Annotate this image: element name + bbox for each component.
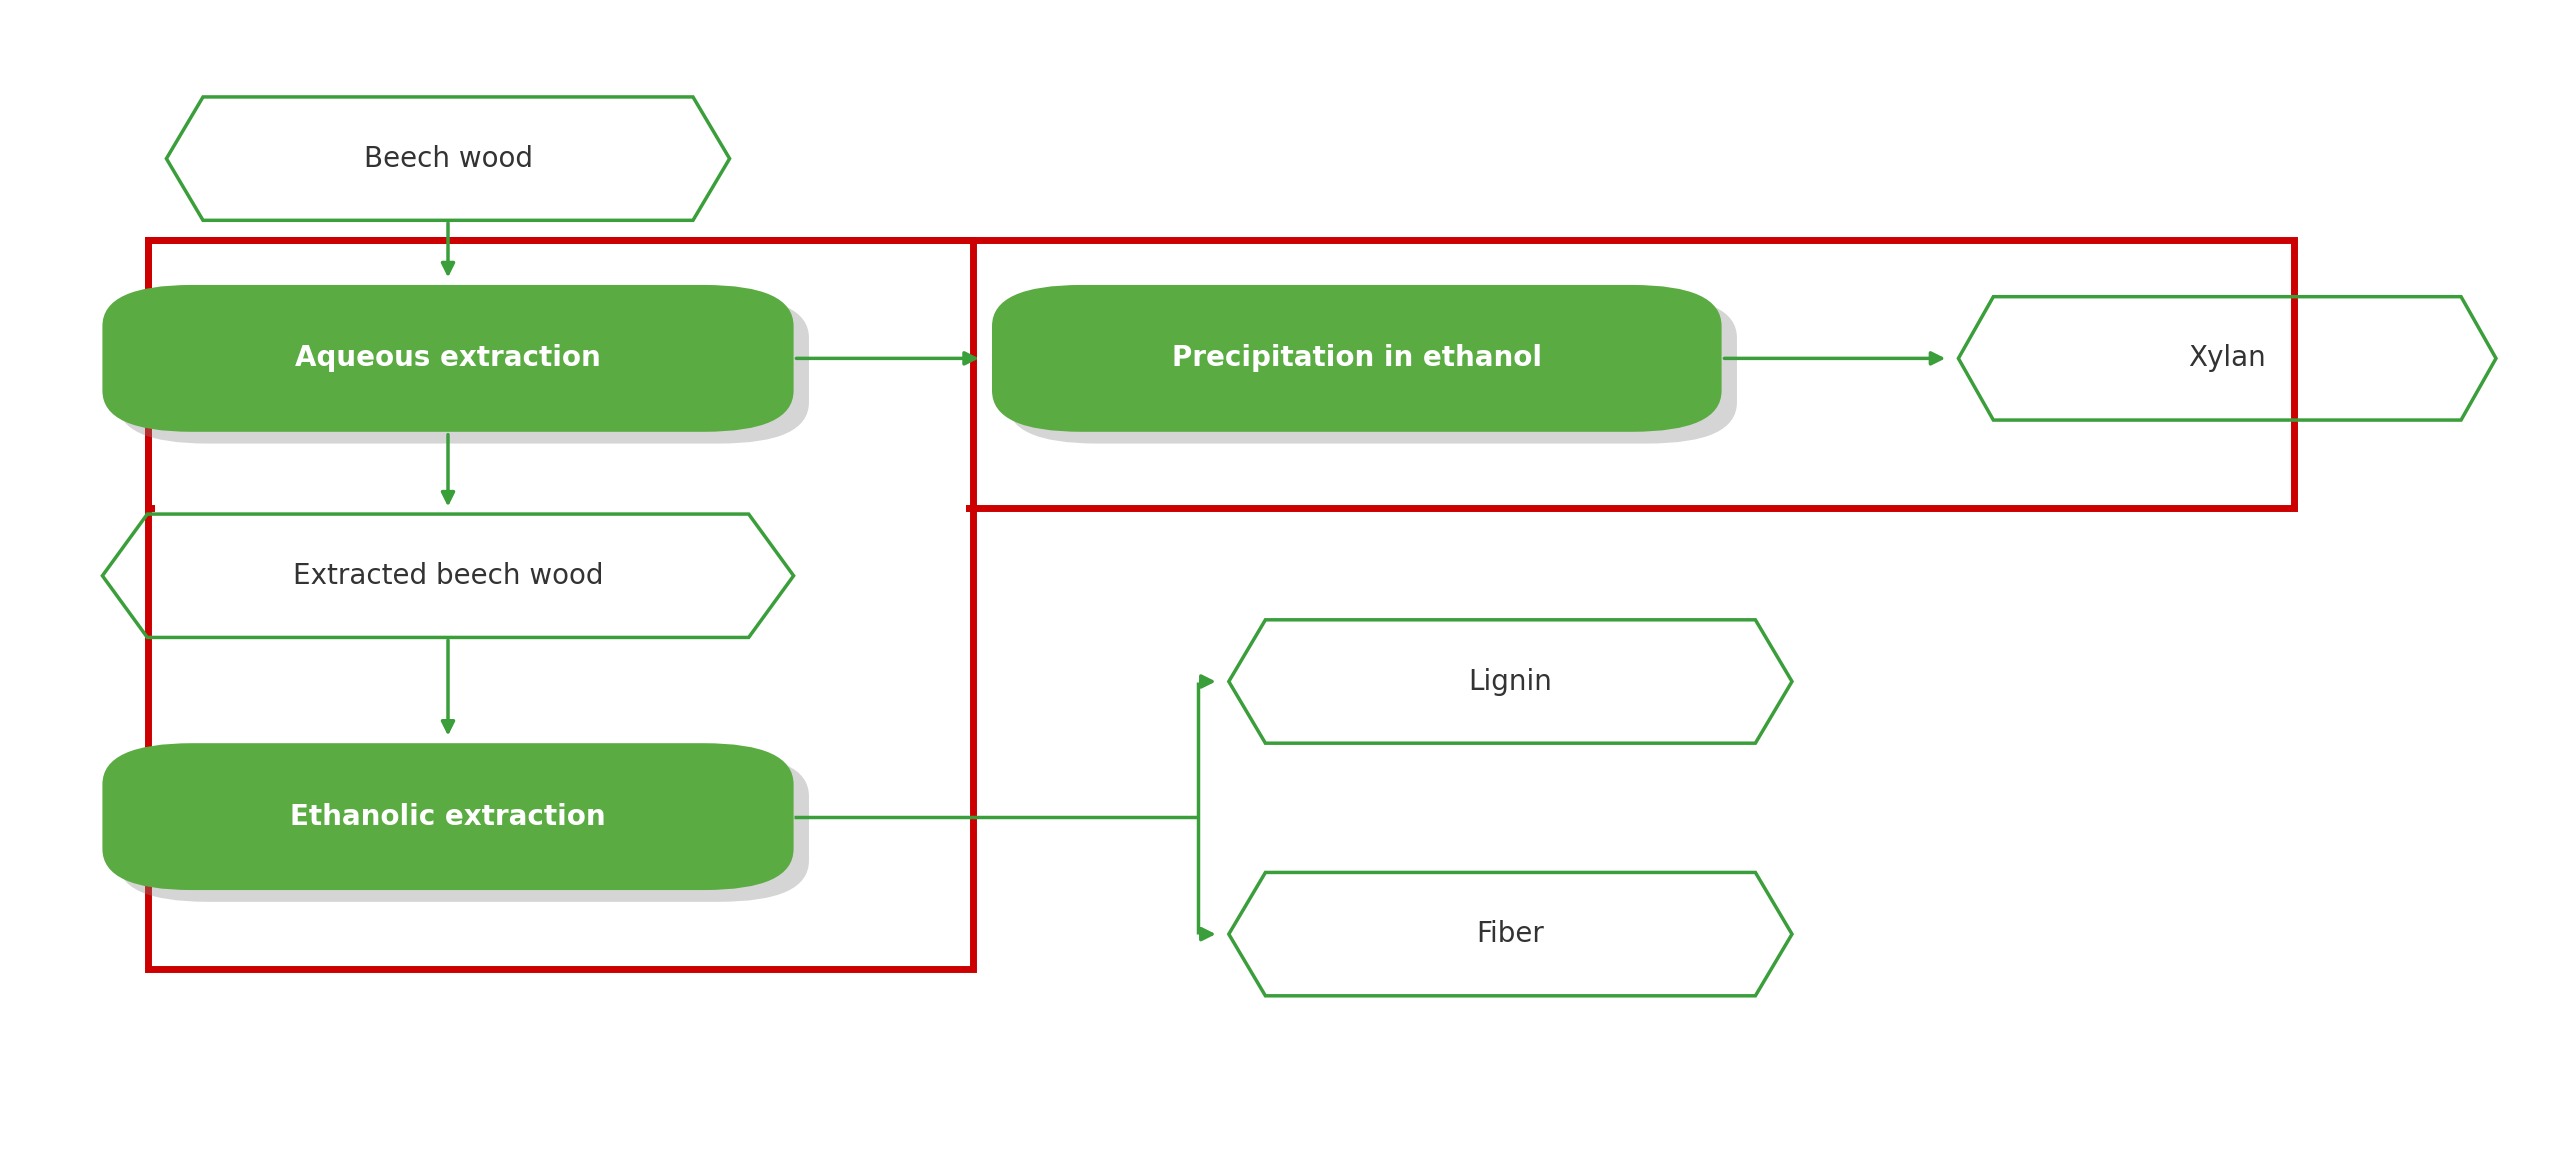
FancyBboxPatch shape xyxy=(1009,297,1738,444)
Text: Extracted beech wood: Extracted beech wood xyxy=(292,562,604,590)
FancyBboxPatch shape xyxy=(102,286,794,432)
FancyBboxPatch shape xyxy=(102,744,794,891)
Text: Beech wood: Beech wood xyxy=(364,145,532,173)
Text: Lignin: Lignin xyxy=(1469,667,1551,696)
Bar xyxy=(148,240,2294,508)
Text: Aqueous extraction: Aqueous extraction xyxy=(294,344,602,372)
Text: Precipitation in ethanol: Precipitation in ethanol xyxy=(1172,344,1541,372)
FancyBboxPatch shape xyxy=(118,297,809,444)
Text: Fiber: Fiber xyxy=(1477,920,1544,948)
Text: Xylan: Xylan xyxy=(2189,344,2266,372)
Bar xyxy=(148,240,973,969)
FancyBboxPatch shape xyxy=(993,286,1723,432)
FancyBboxPatch shape xyxy=(118,756,809,902)
Text: Ethanolic extraction: Ethanolic extraction xyxy=(289,803,607,831)
